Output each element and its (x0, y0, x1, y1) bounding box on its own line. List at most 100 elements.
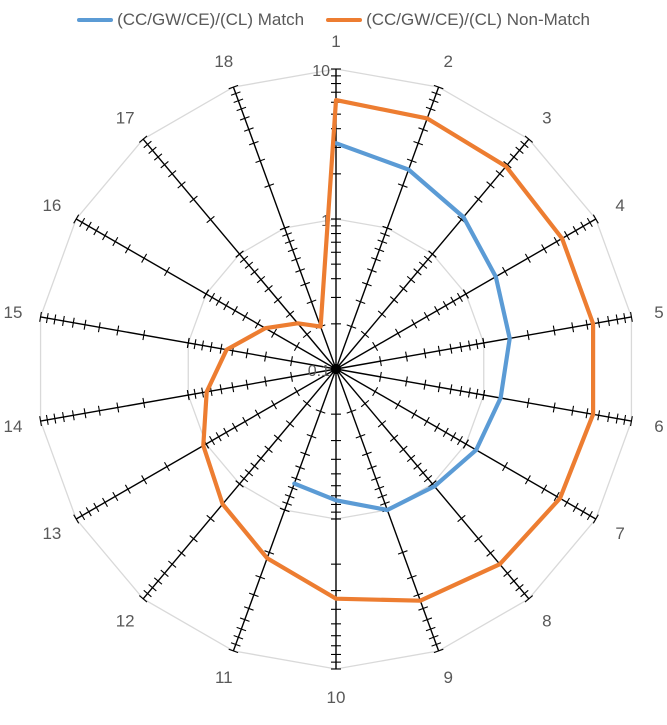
tick-mark-13-5.0 (112, 491, 119, 502)
tick-mark-5-0.80 (467, 340, 471, 351)
tick-mark-12-2.0 (206, 514, 215, 523)
tick-mark-4-10 (592, 214, 599, 224)
tick-mark-18-0.80 (284, 239, 295, 244)
tick-mark-3-0.30 (377, 310, 387, 318)
tick-mark-12-0.30 (285, 420, 295, 428)
tick-mark-15-6.0 (71, 317, 75, 328)
tick-mark-13-2.0 (164, 461, 170, 472)
tick-mark-6-0.40 (423, 379, 427, 390)
tick-mark-9-6.0 (422, 617, 433, 622)
tick-mark-15-0.90 (193, 339, 197, 350)
tick-mark-4-8.0 (580, 221, 587, 231)
category-label-8: 8 (542, 611, 551, 630)
tick-mark-16-0.20 (293, 341, 300, 352)
tick-mark-12-3.0 (189, 535, 198, 543)
tick-mark-6-0.20 (379, 371, 382, 382)
tick-mark-3-7.0 (509, 153, 519, 161)
tick-mark-4-0.20 (372, 341, 379, 352)
tick-mark-8-0.90 (423, 475, 433, 483)
tick-mark-9-5.0 (418, 606, 429, 611)
tick-mark-3-0.20 (360, 330, 370, 339)
tick-mark-4-9.0 (586, 217, 593, 228)
tick-mark-6-7.0 (607, 412, 610, 423)
tick-mark-4-7.0 (572, 226, 579, 236)
tick-mark-6-10 (630, 416, 633, 427)
tick-mark-15-0.80 (201, 340, 205, 351)
tick-mark-4-0.50 (423, 311, 430, 322)
tick-mark-17-2.0 (206, 215, 215, 224)
tick-mark-13-4.0 (124, 484, 131, 494)
tick-mark-3-1.0 (428, 250, 437, 258)
tick-mark-12-0.90 (239, 475, 249, 483)
tick-mark-2-3.0 (406, 158, 417, 164)
tick-mark-15-2.0 (142, 330, 146, 341)
tick-mark-15-0.70 (209, 341, 213, 353)
tick-mark-3-0.40 (389, 296, 399, 304)
tick-mark-12-0.70 (250, 462, 259, 470)
tick-mark-3-0.90 (423, 255, 433, 263)
tick-mark-14-0.90 (193, 388, 197, 399)
tick-mark-3-0.50 (399, 285, 408, 293)
tick-mark-2-0.60 (371, 257, 381, 262)
tick-mark-16-3.0 (141, 253, 148, 263)
tick-mark-6-5.0 (585, 408, 589, 419)
tick-mark-13-0.20 (293, 386, 300, 397)
tick-mark-12-4.0 (177, 549, 186, 557)
tick-mark-3-8.0 (515, 146, 524, 154)
tick-mark-3-9.0 (520, 140, 529, 149)
tick-mark-14-8.0 (53, 413, 57, 424)
tick-mark-8-0.80 (418, 469, 428, 477)
tick-mark-17-0.40 (273, 296, 283, 304)
tick-mark-5-5.0 (585, 319, 589, 330)
tick-mark-17-4.0 (177, 181, 186, 189)
tick-mark-7-10 (592, 514, 599, 524)
legend-item-match: (CC/GW/CE)/(CL) Match (77, 10, 304, 30)
tick-mark-6-0.70 (459, 385, 463, 397)
tick-mark-16-10 (73, 214, 80, 224)
tick-mark-7-0.20 (372, 386, 379, 397)
tick-mark-13-9.0 (79, 510, 86, 521)
tick-mark-18-8.0 (233, 98, 244, 103)
tick-mark-18-6.0 (239, 116, 250, 121)
tick-mark-2-0.20 (346, 324, 357, 329)
tick-mark-8-0.40 (389, 434, 399, 442)
tick-mark-18-0.40 (300, 281, 310, 287)
tick-mark-15-3.0 (116, 325, 120, 336)
category-label-16: 16 (42, 196, 61, 215)
tick-mark-13-8.0 (85, 507, 92, 517)
tick-mark-5-7.0 (607, 315, 610, 326)
tick-mark-16-0.80 (215, 296, 222, 306)
tick-mark-8-4.0 (486, 549, 495, 557)
tick-mark-15-10 (39, 311, 42, 322)
tick-mark-3-4.0 (486, 181, 495, 189)
tick-mark-18-0.60 (291, 257, 301, 262)
tick-mark-16-0.40 (254, 319, 261, 329)
tick-mark-17-9.0 (143, 140, 152, 149)
series-line-1 (201, 98, 596, 603)
tick-mark-18-7.0 (236, 106, 247, 112)
legend-item-non-match: (CC/GW/CE)/(CL) Non-Match (326, 10, 590, 30)
radial-tick-label-1: 1 (321, 213, 330, 230)
tick-mark-17-1.0 (235, 250, 244, 258)
tick-mark-4-1.0 (462, 289, 469, 299)
tick-mark-14-0.20 (290, 371, 293, 382)
tick-mark-12-0.40 (273, 434, 283, 442)
tick-mark-16-0.50 (242, 311, 249, 322)
tick-mark-4-6.0 (564, 231, 570, 241)
tick-mark-2-0.80 (377, 239, 388, 244)
tick-mark-2-9.0 (431, 91, 442, 96)
tick-mark-9-7.0 (425, 626, 436, 632)
tick-mark-11-0.90 (282, 501, 292, 506)
tick-mark-8-0.30 (377, 420, 387, 428)
tick-mark-8-6.0 (503, 569, 512, 577)
tick-mark-4-0.70 (442, 301, 449, 311)
tick-mark-16-4.0 (124, 244, 131, 254)
tick-mark-4-3.0 (524, 253, 531, 263)
tick-mark-14-4.0 (97, 405, 101, 416)
tick-mark-18-0.10 (331, 366, 341, 372)
tick-mark-12-10 (138, 595, 148, 603)
tick-mark-14-1.0 (186, 390, 190, 401)
tick-mark-5-0.70 (459, 341, 463, 353)
tick-mark-6-0.50 (437, 382, 441, 393)
tick-mark-4-0.30 (395, 328, 401, 338)
